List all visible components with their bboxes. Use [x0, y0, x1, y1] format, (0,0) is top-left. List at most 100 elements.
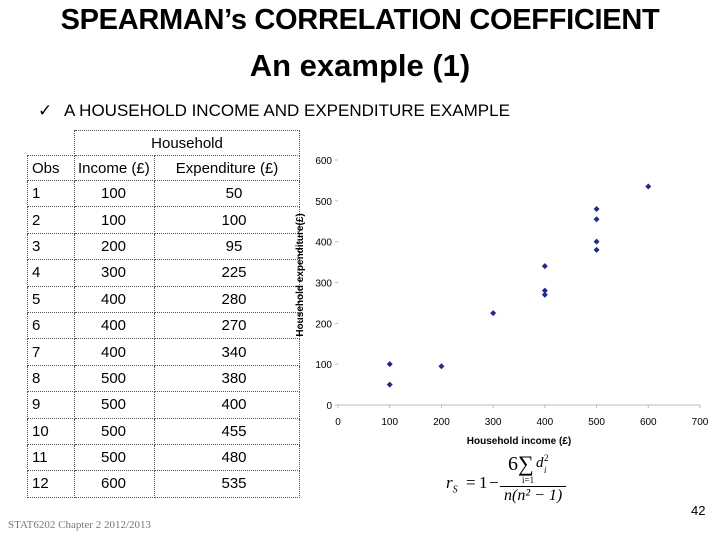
income-cell: 200 [74, 232, 155, 261]
expenditure-cell: 340 [154, 338, 300, 366]
slide-title: SPEARMAN’s CORRELATION COEFFICIENT [60, 4, 660, 36]
x-tick-label: 500 [588, 417, 605, 428]
expenditure-cell: 400 [154, 391, 300, 419]
table-row: 6 400 270 [27, 311, 300, 340]
data-point [593, 216, 600, 223]
y-tick-label: 500 [315, 197, 332, 208]
table-row: 2 100 100 [27, 206, 300, 234]
expenditure-cell: 380 [154, 364, 300, 393]
data-point [593, 206, 600, 212]
obs-cell: 2 [27, 206, 75, 234]
data-point [490, 310, 497, 317]
data-table: Household Obs Income (£) Expenditure (£)… [27, 130, 300, 498]
page-number: 42 [691, 503, 706, 518]
y-axis-label: Household expenditure(£) [295, 213, 306, 336]
header-expenditure: Expenditure (£) [154, 155, 300, 181]
expenditure-cell: 480 [154, 443, 300, 472]
expenditure-cell: 225 [154, 259, 300, 287]
income-cell: 400 [74, 338, 155, 366]
x-tick-label: 700 [692, 417, 709, 428]
income-cell: 100 [74, 179, 155, 208]
group-header: Household [74, 130, 300, 156]
y-tick-label: 300 [315, 279, 332, 290]
data-point [593, 246, 600, 253]
income-cell: 500 [74, 364, 155, 393]
expenditure-cell: 455 [154, 417, 300, 445]
formula-denominator: n(n² − 1) [504, 487, 563, 504]
bullet-text: A HOUSEHOLD INCOME AND EXPENDITURE EXAMP… [64, 101, 510, 120]
expenditure-cell: 280 [154, 285, 300, 313]
expenditure-cell: 100 [154, 206, 300, 234]
data-point [541, 287, 548, 294]
y-tick-label: 100 [315, 360, 332, 371]
sigma-icon: ∑ [518, 451, 534, 476]
obs-cell: 6 [27, 311, 75, 340]
expenditure-cell: 50 [154, 179, 300, 208]
obs-cell: 12 [27, 470, 75, 498]
formula-minus: − [489, 473, 499, 492]
y-tick-label: 600 [315, 156, 332, 167]
chart-axes: 0 100 200 300 400 500 600 700 0 100 200 300 400 500 60… [315, 156, 708, 428]
income-cell: 500 [74, 443, 155, 472]
income-cell: 500 [74, 417, 155, 445]
table-row: 4 300 225 [27, 259, 300, 287]
formula-d: d [536, 455, 544, 471]
chart-points [386, 183, 652, 388]
data-point [386, 361, 393, 368]
fraction-bar [500, 486, 566, 487]
table-row: 1 100 50 [27, 179, 300, 208]
obs-cell: 1 [27, 179, 75, 208]
x-tick-label: 100 [381, 417, 398, 428]
x-tick-label: 600 [640, 417, 657, 428]
x-tick-label: 300 [485, 417, 502, 428]
formula-one: 1 [479, 473, 488, 492]
obs-cell: 10 [27, 417, 75, 445]
formula-d-sup: 2 [544, 453, 549, 463]
expenditure-cell: 95 [154, 232, 300, 261]
scatter-chart: 0 100 200 300 400 500 600 700 0 100 200 300 400 500 60… [295, 156, 709, 447]
table-row: 9 500 400 [27, 391, 300, 419]
table-row: 12 600 535 [27, 470, 300, 498]
table-row: 11 500 480 [27, 443, 300, 472]
checkmark-icon: ✓ [38, 101, 53, 120]
y-tick-label: 0 [326, 401, 332, 412]
income-cell: 600 [74, 470, 155, 498]
expenditure-cell: 270 [154, 311, 300, 340]
x-tick-label: 200 [433, 417, 450, 428]
data-point [541, 291, 548, 298]
formula-d-sub: i [544, 465, 547, 475]
header-income: Income (£) [74, 155, 155, 181]
x-tick-label: 400 [537, 417, 554, 428]
slide-subtitle: An example (1) [249, 48, 471, 83]
table-row: 10 500 455 [27, 417, 300, 445]
table-corner [27, 130, 75, 156]
obs-cell: 4 [27, 259, 75, 287]
y-tick-label: 400 [315, 238, 332, 249]
formula-limit: i=1 [522, 475, 535, 485]
income-cell: 100 [74, 206, 155, 234]
table-body: 1 100 50 2 100 100 3 200 95 4 300 225 5 400 280 6 400 270… [27, 179, 300, 498]
formula-coefficient: 6 [508, 453, 518, 475]
data-point [645, 183, 652, 190]
data-point [593, 238, 600, 245]
obs-cell: 8 [27, 364, 75, 393]
obs-cell: 9 [27, 391, 75, 419]
table-row: 7 400 340 [27, 338, 300, 366]
formula-lhs: rS [446, 473, 458, 496]
data-point [386, 381, 393, 388]
obs-cell: 3 [27, 232, 75, 261]
obs-cell: 5 [27, 285, 75, 313]
header-obs: Obs [27, 155, 75, 181]
obs-cell: 11 [27, 443, 75, 472]
income-cell: 500 [74, 391, 155, 419]
x-tick-label: 0 [335, 417, 341, 428]
data-point [541, 263, 548, 270]
data-point [438, 363, 445, 370]
table-row: 3 200 95 [27, 232, 300, 261]
income-cell: 300 [74, 259, 155, 287]
spearman-formula: rS = 1 − 6 ∑ d 2 i i=1 n(n² − 1) [446, 451, 576, 508]
obs-cell: 7 [27, 338, 75, 366]
income-cell: 400 [74, 311, 155, 340]
y-tick-label: 200 [315, 319, 332, 330]
table-row: 5 400 280 [27, 285, 300, 313]
